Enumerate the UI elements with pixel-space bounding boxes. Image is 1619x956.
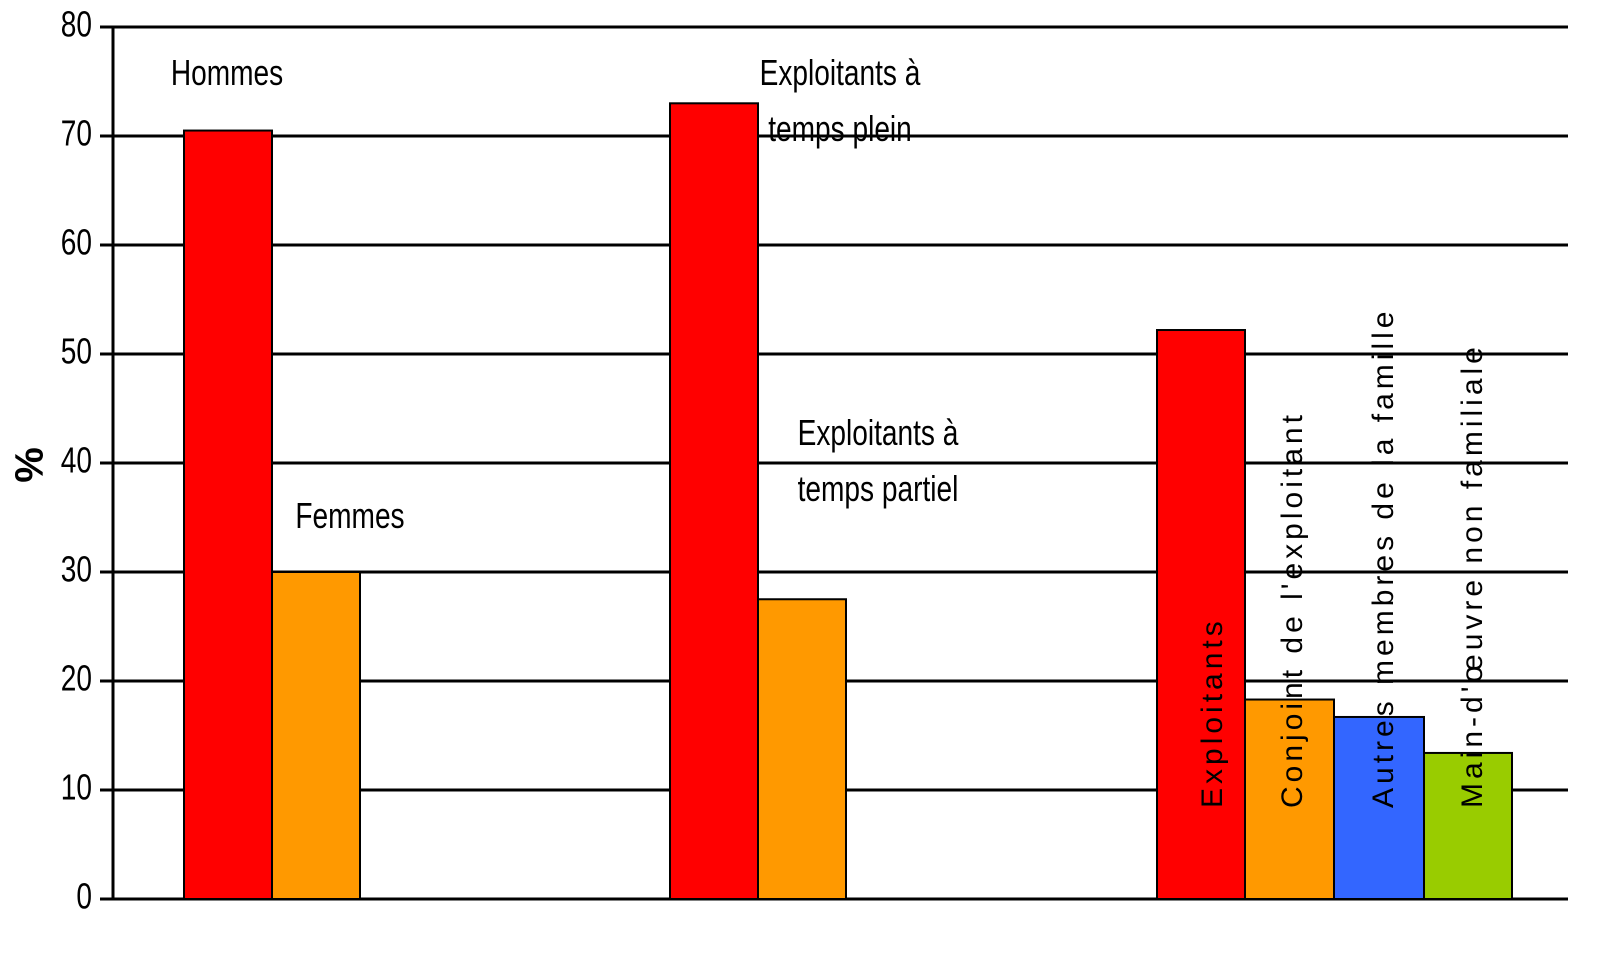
bar (1333, 715, 1425, 900)
bar-label: Femmes (295, 495, 405, 536)
y-tick-label: 20 (61, 658, 92, 698)
bar (183, 129, 273, 901)
y-tick-label: 0 (76, 876, 92, 916)
y-tick-label: 50 (61, 331, 92, 371)
bar-label: Exploitants à temps partiel (797, 412, 959, 509)
bar (1423, 751, 1513, 900)
bar (1156, 329, 1246, 900)
y-tick-label: 80 (61, 4, 92, 44)
bar-label: Exploitants (1196, 617, 1229, 808)
y-tick-label: 40 (61, 440, 92, 480)
bar (669, 102, 759, 901)
bar-label: Exploitants à temps plein (759, 52, 921, 149)
bar-label: Hommes (170, 52, 284, 93)
y-tick-label: 70 (61, 113, 92, 153)
bar (1244, 698, 1335, 901)
bar-label: Conjoint de l'exploitant (1276, 411, 1309, 808)
bar (757, 598, 847, 900)
bar-label: Autres membres de la famille (1367, 308, 1400, 808)
y-axis-label: % (8, 447, 52, 483)
y-tick-label: 30 (61, 549, 92, 589)
y-tick-label: 60 (61, 222, 92, 262)
bar-label: Main-d'œuvre non familiale (1456, 343, 1489, 808)
y-tick-label: 10 (61, 767, 92, 807)
bar (271, 571, 361, 900)
